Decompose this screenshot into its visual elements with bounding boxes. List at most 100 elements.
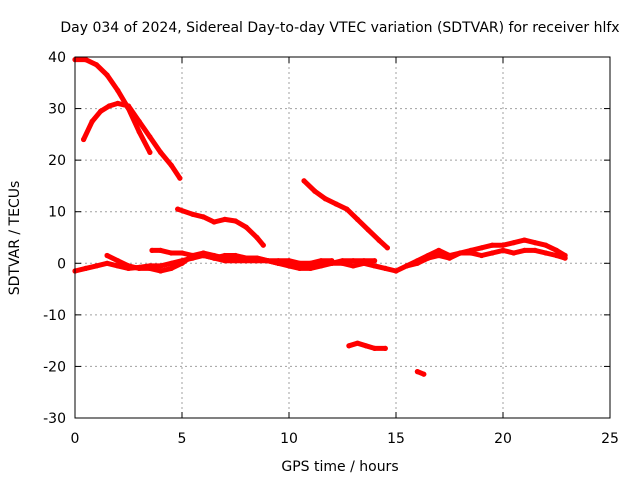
- data-point: [200, 252, 206, 259]
- data-point: [168, 265, 174, 271]
- data-point: [211, 219, 217, 225]
- data-point: [425, 255, 431, 261]
- data-point: [301, 178, 307, 184]
- data-point: [89, 118, 95, 125]
- y-tick-label: -30: [43, 411, 66, 427]
- plot-frame: [74, 56, 611, 419]
- data-point: [158, 247, 164, 253]
- data-point: [254, 255, 260, 261]
- data-point: [115, 263, 121, 269]
- x-axis-label: GPS time / hours: [281, 459, 398, 475]
- data-point: [344, 206, 350, 212]
- data-point: [318, 258, 324, 264]
- data-point: [83, 57, 89, 63]
- data-point: [222, 216, 228, 222]
- data-point: [436, 252, 442, 259]
- data-point: [115, 87, 121, 94]
- data-point: [322, 196, 328, 202]
- data-point: [339, 258, 346, 264]
- data-point: [521, 247, 528, 253]
- data-point: [125, 263, 132, 269]
- data-point: [98, 108, 104, 114]
- y-tick-label: 30: [48, 102, 66, 118]
- data-point: [115, 258, 121, 264]
- data-point: [372, 258, 378, 264]
- data-point: [350, 258, 356, 264]
- data-point: [136, 129, 142, 135]
- data-point: [104, 260, 110, 266]
- data-point: [372, 263, 378, 269]
- data-point: [175, 206, 181, 212]
- data-point: [168, 260, 174, 266]
- data-point: [125, 103, 132, 109]
- data-point: [393, 268, 399, 274]
- x-tick-label: 5: [178, 431, 187, 447]
- data-point: [457, 250, 463, 256]
- data-point: [136, 118, 142, 125]
- data-point: [532, 240, 538, 246]
- data-point: [168, 162, 174, 168]
- data-point: [297, 260, 303, 266]
- data-point: [543, 250, 549, 256]
- data-point: [211, 255, 217, 261]
- data-point: [232, 218, 239, 224]
- data-point: [136, 265, 142, 271]
- data-point: [553, 247, 560, 253]
- y-tick-label: 20: [48, 153, 66, 169]
- data-point: [354, 340, 361, 346]
- data-point: [243, 224, 249, 230]
- data-point: [354, 216, 361, 222]
- data-point: [243, 255, 249, 261]
- data-point: [83, 265, 89, 271]
- data-point: [553, 252, 560, 259]
- x-tick-label: 15: [387, 431, 405, 447]
- data-point: [382, 345, 388, 351]
- data-point: [489, 242, 495, 248]
- data-point: [286, 258, 292, 264]
- data-point: [414, 260, 420, 266]
- data-point: [147, 149, 153, 155]
- y-tick-label: -10: [43, 308, 66, 324]
- data-point: [297, 265, 303, 271]
- data-point: [275, 258, 281, 264]
- data-point: [286, 263, 292, 269]
- data-point: [190, 211, 196, 217]
- data-point: [232, 252, 239, 259]
- data-point: [265, 258, 271, 264]
- data-point: [179, 250, 185, 256]
- data-point: [500, 242, 506, 248]
- data-point: [104, 72, 110, 78]
- x-tick-label: 10: [280, 431, 298, 447]
- data-point: [350, 263, 356, 269]
- data-traces: [72, 57, 568, 377]
- data-point: [421, 371, 427, 377]
- data-point: [307, 265, 313, 271]
- data-point: [312, 188, 318, 194]
- data-point: [446, 255, 453, 261]
- y-tick-label: 40: [48, 50, 66, 66]
- data-point: [468, 250, 474, 256]
- data-point: [361, 258, 367, 264]
- y-axis-label: SDTVAR / TECUs: [7, 181, 23, 296]
- data-point: [346, 343, 352, 349]
- data-point: [511, 240, 517, 246]
- data-point: [200, 214, 206, 220]
- data-point: [158, 263, 164, 269]
- data-point: [521, 237, 528, 243]
- data-point: [93, 62, 99, 68]
- data-point: [318, 263, 324, 269]
- data-point: [363, 343, 369, 349]
- data-point: [106, 103, 112, 109]
- chart-title: Day 034 of 2024, Sidereal Day-to-day VTE…: [60, 20, 619, 36]
- data-point: [81, 136, 87, 143]
- x-tick-label: 0: [71, 431, 80, 447]
- data-point: [372, 345, 378, 351]
- data-point: [414, 369, 420, 375]
- data-point: [307, 260, 313, 266]
- data-point: [333, 201, 339, 207]
- data-point: [104, 252, 110, 259]
- data-point: [511, 250, 517, 256]
- data-point: [532, 247, 538, 253]
- data-series-band-afternoon-spread: [404, 247, 568, 269]
